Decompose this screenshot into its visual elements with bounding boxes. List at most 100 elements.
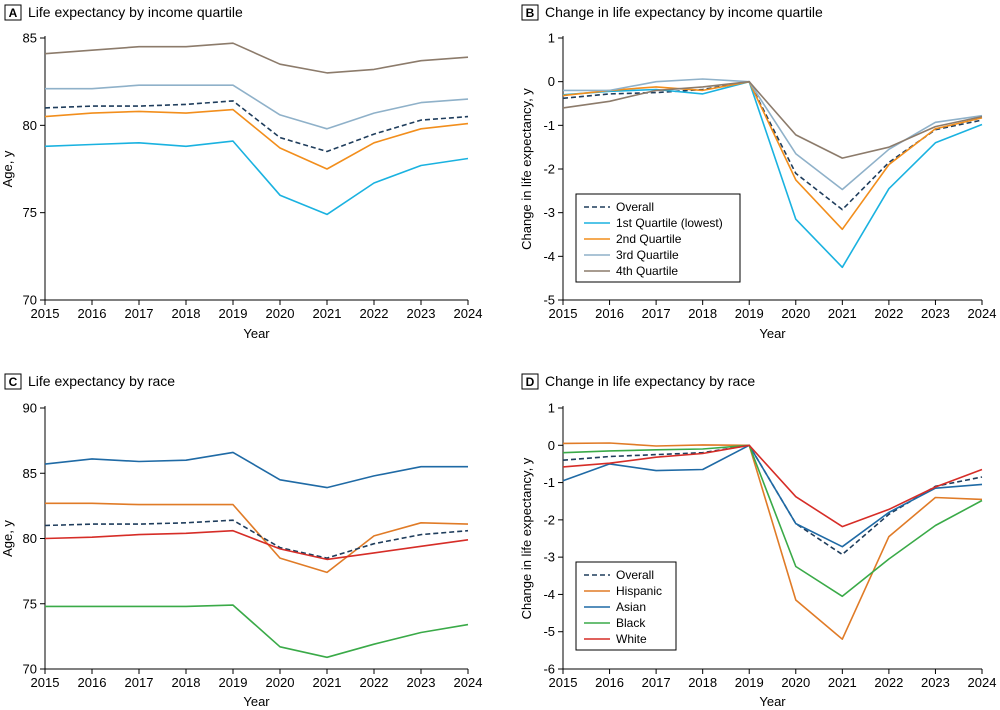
series-line-4th-quartile	[44, 42, 469, 74]
y-tick-label: 70	[23, 662, 37, 677]
panel-b: B Change in life expectancy by income qua…	[519, 4, 996, 341]
x-tick-label: 2022	[360, 675, 389, 690]
x-tick-label: 2017	[642, 306, 671, 321]
series-line-white	[562, 444, 983, 528]
x-axis-title: Year	[759, 326, 786, 341]
panel-letter-box	[4, 373, 22, 390]
x-tick-label: 2023	[407, 675, 436, 690]
panel-c: C Life expectancy by race 70 75 80 85 90 2015 20…	[0, 373, 482, 709]
y-axis-title: Age, y	[0, 150, 15, 187]
y-tick-label: 70	[23, 293, 37, 308]
x-tick-label: 2017	[125, 306, 154, 321]
panel-letter-box	[521, 373, 539, 390]
x-tick-label: 2018	[172, 306, 201, 321]
y-tick-label: -2	[543, 162, 555, 177]
panel-letter: A	[9, 6, 18, 20]
legend-label: Asian	[616, 600, 646, 614]
y-tick-label: 1	[548, 31, 555, 46]
y-tick-label: -1	[543, 475, 555, 490]
legend-label: 4th Quartile	[616, 264, 678, 278]
panel-letter: D	[526, 375, 535, 389]
series-line-asian	[44, 451, 468, 489]
legend-label: 2nd Quartile	[616, 232, 682, 246]
x-tick-label: 2016	[595, 675, 624, 690]
series-line-2nd-quartile	[44, 108, 469, 170]
x-tick-label: 2019	[219, 675, 248, 690]
x-tick-label: 2019	[735, 675, 764, 690]
y-tick-label: -6	[543, 662, 555, 677]
y-tick-label: -1	[543, 118, 555, 133]
x-tick-label: 2024	[454, 306, 483, 321]
legend-box	[575, 193, 741, 283]
series-line-hispanic	[45, 502, 469, 574]
series-line-4th-quartile	[562, 80, 983, 159]
panel-letter-box	[521, 4, 539, 21]
x-tick-label: 2018	[172, 675, 201, 690]
panel-letter: B	[526, 6, 535, 20]
legend-label: Overall	[616, 568, 654, 582]
y-tick-label: -5	[543, 293, 555, 308]
x-tick-label: 2019	[735, 306, 764, 321]
panel-letter: C	[9, 375, 18, 389]
x-tick-label: 2019	[219, 306, 248, 321]
x-tick-label: 2018	[688, 306, 717, 321]
x-tick-label: 2022	[874, 675, 903, 690]
y-tick-label: -3	[543, 550, 555, 565]
x-tick-label: 2022	[874, 306, 903, 321]
x-tick-label: 2020	[266, 675, 295, 690]
panel-a: A Life expectancy by income quartile 70 75 8…	[0, 4, 482, 341]
y-tick-label: 75	[23, 596, 37, 611]
legend-label: White	[616, 632, 647, 646]
x-tick-label: 2021	[313, 675, 342, 690]
x-tick-label: 2020	[781, 306, 810, 321]
y-tick-label: 80	[23, 531, 37, 546]
panel-letter-box	[4, 4, 22, 21]
series-line-1st-quartile-lowest	[44, 140, 469, 216]
y-tick-label: -2	[543, 512, 555, 527]
series-line-1st-quartile-lowest	[562, 80, 983, 269]
panel-title: Change in life expectancy by income quar…	[545, 4, 823, 20]
x-tick-label: 2015	[31, 675, 60, 690]
series-line-hispanic	[562, 442, 983, 641]
legend: Overall 1st Quartile (lowest) 2nd Quartile…	[575, 193, 741, 283]
legend-label: Overall	[616, 200, 654, 214]
x-tick-label: 2015	[549, 306, 578, 321]
series-line-overall	[44, 519, 469, 559]
series-line-3rd-quartile	[45, 84, 469, 130]
x-tick-label: 2023	[407, 306, 436, 321]
x-tick-label: 2018	[688, 675, 717, 690]
legend-label: Black	[616, 616, 646, 630]
y-tick-label: 85	[23, 466, 37, 481]
y-axis-title: Age, y	[0, 520, 15, 557]
x-tick-label: 2016	[78, 306, 107, 321]
y-axis-title: Change in life expectancy, y	[519, 457, 534, 619]
legend-label: 1st Quartile (lowest)	[616, 216, 723, 230]
legend-label: Hispanic	[616, 584, 662, 598]
panel-title: Change in life expectancy by race	[545, 373, 755, 389]
series-line-asian	[562, 444, 983, 548]
x-tick-label: 2021	[313, 306, 342, 321]
y-tick-label: 75	[23, 205, 37, 220]
x-tick-label: 2020	[781, 675, 810, 690]
series-line-black	[562, 444, 983, 598]
x-tick-label: 2024	[454, 675, 483, 690]
y-tick-label: 0	[548, 438, 555, 453]
legend-label: 3rd Quartile	[616, 248, 679, 262]
y-tick-label: 0	[548, 74, 555, 89]
y-tick-label: -3	[543, 205, 555, 220]
y-tick-label: 90	[23, 401, 37, 416]
series-line-black	[45, 604, 469, 659]
x-axis-title: Year	[759, 694, 786, 709]
panel-title: Life expectancy by income quartile	[28, 4, 243, 20]
series-line-2nd-quartile	[562, 80, 983, 231]
y-tick-label: -5	[543, 624, 555, 639]
x-tick-label: 2015	[549, 675, 578, 690]
x-tick-label: 2016	[595, 306, 624, 321]
series-line-overall	[44, 100, 469, 153]
y-tick-label: -4	[543, 587, 555, 602]
y-tick-label: 80	[23, 118, 37, 133]
y-tick-label: 85	[23, 31, 37, 46]
x-tick-label: 2015	[31, 306, 60, 321]
x-tick-label: 2021	[828, 675, 857, 690]
